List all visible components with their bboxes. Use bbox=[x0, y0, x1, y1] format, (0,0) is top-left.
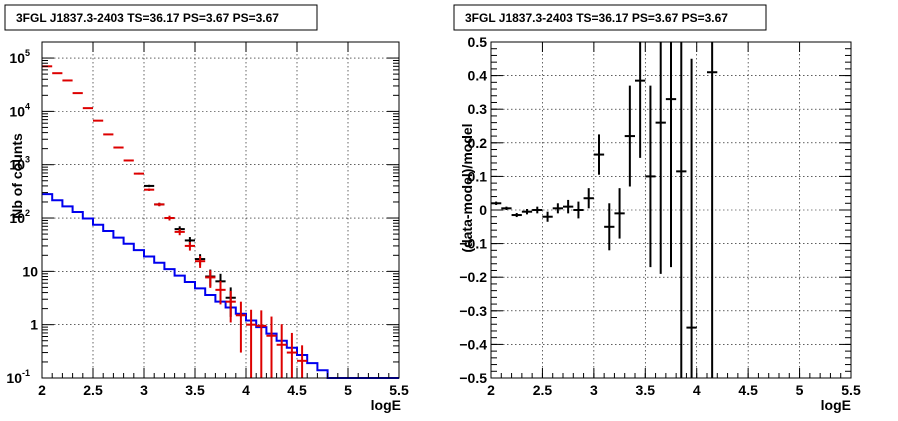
counts-series bbox=[42, 65, 399, 379]
counts-x-tick-label: 4.5 bbox=[287, 382, 307, 398]
residuals-y-tick-label: −0.4 bbox=[459, 336, 487, 352]
counts-y-tick-exponent: 3 bbox=[25, 155, 30, 165]
residuals-x-tick-labels: 2 2.5 3 3.5 4 4.5 5 5.5 bbox=[487, 382, 861, 398]
counts-y-tick-label: 102 bbox=[9, 208, 30, 226]
residuals-y-tick-label: 0 bbox=[479, 202, 487, 218]
counts-title-box bbox=[4, 4, 318, 31]
residuals-y-tick-labels: −0.5 −0.4 −0.3 −0.2 −0.1 0 0.1 0.2 0.3 0.4 0.5 bbox=[459, 34, 487, 386]
counts-x-tick-label: 2 bbox=[38, 382, 46, 398]
counts-y-tick-label: 10-1 bbox=[6, 368, 30, 386]
counts-x-tick-label: 2.5 bbox=[83, 382, 103, 398]
residual-points bbox=[491, 42, 718, 378]
counts-y-tick-label: 104 bbox=[9, 101, 30, 119]
counts-grid bbox=[42, 42, 399, 378]
residuals-y-tick-label: 0.3 bbox=[468, 101, 488, 117]
counts-ticks bbox=[41, 41, 400, 379]
data-points-red bbox=[42, 65, 308, 378]
counts-y-tick-label: 105 bbox=[9, 48, 30, 66]
counts-y-tick-label: 1 bbox=[30, 317, 38, 333]
counts-y-tick-label: 103 bbox=[9, 155, 30, 173]
counts-panel: 3FGL J1837.3-2403 TS=36.17 PS=3.67 PS=3.… bbox=[4, 4, 409, 413]
residuals-series bbox=[491, 42, 718, 378]
counts-y-tick-exponent: -1 bbox=[22, 368, 30, 378]
residuals-y-tick-label: 0.5 bbox=[468, 34, 488, 50]
counts-y-tick-exponent: 4 bbox=[25, 101, 30, 111]
residuals-y-tick-label: −0.2 bbox=[459, 269, 487, 285]
counts-x-tick-label: 3.5 bbox=[185, 382, 205, 398]
residuals-panel: 3FGL J1837.3-2403 TS=36.17 PS=3.67 PS=3.… bbox=[453, 4, 861, 413]
residuals-x-axis-title: logE bbox=[821, 397, 851, 413]
counts-x-tick-labels: 2 2.5 3 3.5 4 4.5 5 5.5 bbox=[38, 382, 409, 398]
residuals-x-tick-label: 2 bbox=[487, 382, 495, 398]
counts-y-axis-title: Nb of counts bbox=[9, 133, 25, 219]
residuals-y-tick-label: 0.4 bbox=[468, 68, 488, 84]
residuals-y-axis-title: (data-model)/model bbox=[459, 123, 475, 252]
counts-x-tick-label: 4 bbox=[242, 382, 250, 398]
residuals-title: 3FGL J1837.3-2403 TS=36.17 PS=3.67 PS=3.… bbox=[465, 11, 728, 25]
residuals-x-tick-label: 5.5 bbox=[841, 382, 861, 398]
counts-x-tick-label: 5 bbox=[344, 382, 352, 398]
residuals-y-tick-label: −0.3 bbox=[459, 303, 487, 319]
counts-x-tick-label: 5.5 bbox=[389, 382, 409, 398]
counts-x-tick-label: 3 bbox=[140, 382, 148, 398]
residuals-title-box bbox=[453, 4, 767, 31]
counts-title: 3FGL J1837.3-2403 TS=36.17 PS=3.67 PS=3.… bbox=[16, 11, 279, 25]
residuals-x-tick-label: 4.5 bbox=[738, 382, 758, 398]
residuals-y-tick-label: −0.1 bbox=[459, 236, 487, 252]
residuals-ticks bbox=[490, 41, 852, 379]
residuals-y-tick-label: −0.5 bbox=[459, 370, 487, 386]
counts-x-axis-title: logE bbox=[371, 397, 401, 413]
residuals-x-tick-label: 5 bbox=[796, 382, 804, 398]
residuals-x-tick-label: 4 bbox=[693, 382, 701, 398]
residuals-y-tick-label: 0.1 bbox=[468, 168, 488, 184]
model-step-line bbox=[42, 193, 399, 379]
residuals-x-tick-label: 3 bbox=[590, 382, 598, 398]
counts-plot-frame bbox=[41, 41, 400, 379]
residuals-x-tick-label: 3.5 bbox=[636, 382, 656, 398]
counts-y-tick-exponent: 5 bbox=[25, 48, 30, 58]
residuals-y-tick-label: 0.2 bbox=[468, 135, 488, 151]
residuals-x-tick-label: 2.5 bbox=[533, 382, 553, 398]
counts-y-tick-exponent: 2 bbox=[25, 208, 30, 218]
counts-y-tick-label: 10 bbox=[22, 263, 38, 279]
